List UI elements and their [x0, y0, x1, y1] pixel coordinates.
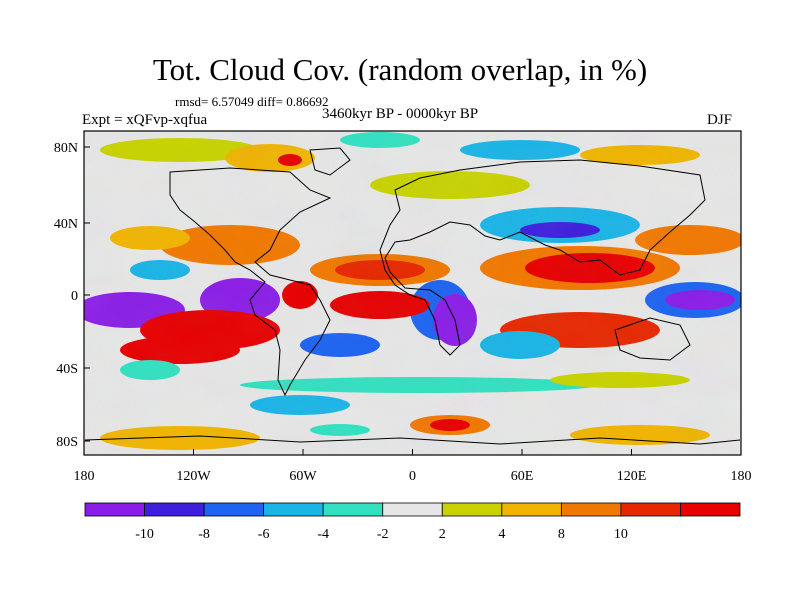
colorbar-swatch	[441, 502, 503, 517]
colorbar-swatch	[144, 502, 205, 517]
colorbar-label: 2	[439, 527, 446, 542]
map-title: Tot. Cloud Cov. (random overlap, in %)	[152, 52, 648, 87]
season-label: DJF	[707, 112, 733, 128]
colorbar-label: -10	[135, 527, 154, 542]
colorbar-swatch	[203, 502, 265, 517]
colorbar-label: -8	[198, 527, 210, 542]
colorbar-label: 4	[498, 527, 505, 542]
stats-text: rmsd= 6.57049 diff= 0.86692	[175, 94, 329, 109]
colorbar-swatch	[501, 502, 562, 517]
coastlines	[84, 147, 741, 445]
y-tick-label: 80S	[56, 435, 78, 450]
x-tick-label: 180	[74, 469, 95, 484]
anomaly-field	[84, 131, 741, 455]
colorbar-swatch	[560, 502, 622, 517]
x-tick-label: 60W	[289, 469, 317, 484]
colorbar: -10 -8 -6 -4 -2 2 4 8 10	[84, 502, 741, 542]
period-label: 3460kyr BP - 0000kyr BP	[322, 106, 479, 122]
colorbar-swatch	[84, 502, 145, 517]
x-tick-label: 180	[731, 469, 752, 484]
colorbar-label: -2	[377, 527, 389, 542]
colorbar-label: 8	[558, 527, 565, 542]
colorbar-swatch	[263, 502, 324, 517]
y-tick-label: 80N	[54, 141, 78, 156]
colorbar-swatch	[620, 502, 681, 517]
y-tick-label: 40S	[56, 362, 78, 377]
y-tick-label: 40N	[54, 217, 78, 232]
x-tick-label: 60E	[511, 469, 534, 484]
colorbar-swatch	[680, 502, 741, 517]
x-tick-label: 120E	[617, 469, 647, 484]
colorbar-label: 10	[614, 527, 628, 542]
colorbar-label: -6	[258, 527, 270, 542]
y-tick-label: 0	[71, 289, 78, 304]
x-tick-label: 0	[409, 469, 416, 484]
experiment-label: Expt = xQFvp-xqfua	[82, 112, 208, 128]
x-tick-label: 120W	[176, 469, 211, 484]
colorbar-swatch	[382, 502, 443, 517]
x-axis: 180 120W 60W 0 60E 120E 180	[74, 449, 752, 484]
colorbar-label: -4	[317, 527, 329, 542]
colorbar-swatch	[322, 502, 384, 517]
y-axis: 80N 40N 0 40S 80S	[54, 141, 90, 450]
